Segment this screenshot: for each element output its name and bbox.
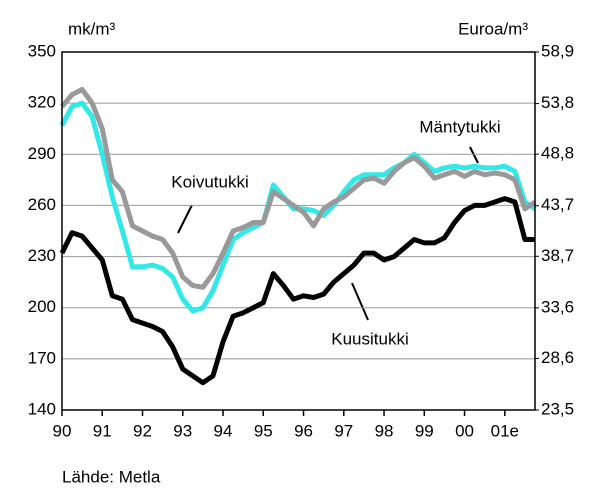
x-tick-label: 92	[133, 421, 152, 440]
y2-axis-label: Euroa/m³	[458, 19, 528, 38]
x-tick-label: 90	[53, 421, 72, 440]
series-label: Koivutukki	[171, 172, 248, 191]
y-tick-label: 170	[28, 348, 56, 367]
x-tick-label: 97	[334, 421, 353, 440]
y-tick-label: 290	[28, 144, 56, 163]
y2-tick-label: 33,6	[541, 297, 574, 316]
series-label: Mäntytukki	[419, 117, 500, 136]
y2-tick-label: 43,7	[541, 195, 574, 214]
y2-tick-label: 53,8	[541, 93, 574, 112]
y-tick-label: 320	[28, 93, 56, 112]
x-tick-label: 00	[455, 421, 474, 440]
x-tick-label: 98	[375, 421, 394, 440]
x-tick-label: 96	[294, 421, 313, 440]
y-axis-label: mk/m³	[68, 19, 116, 38]
x-tick-label: 01e	[491, 421, 519, 440]
leader	[469, 146, 479, 164]
source: Lähde: Metla	[62, 467, 161, 486]
y-tick-label: 230	[28, 246, 56, 265]
x-tick-label: 99	[415, 421, 434, 440]
y2-tick-label: 28,6	[541, 348, 574, 367]
leader	[351, 282, 369, 321]
y-tick-label: 140	[28, 399, 56, 418]
y-tick-label: 350	[28, 41, 56, 60]
x-tick-label: 91	[93, 421, 112, 440]
plot-frame	[61, 51, 536, 411]
y2-tick-label: 38,7	[541, 246, 574, 265]
series-label: Kuusitukki	[331, 329, 408, 348]
y-tick-label: 260	[28, 195, 56, 214]
x-tick-label: 94	[214, 421, 233, 440]
leader	[177, 204, 193, 234]
y2-tick-label: 58,9	[541, 41, 574, 60]
x-tick-label: 95	[254, 421, 273, 440]
y2-tick-label: 48,8	[541, 144, 574, 163]
series-line	[60, 87, 537, 290]
y2-tick-label: 23,5	[541, 399, 574, 418]
x-tick-label: 93	[173, 421, 192, 440]
y-tick-label: 200	[28, 297, 56, 316]
series-line	[59, 196, 535, 386]
